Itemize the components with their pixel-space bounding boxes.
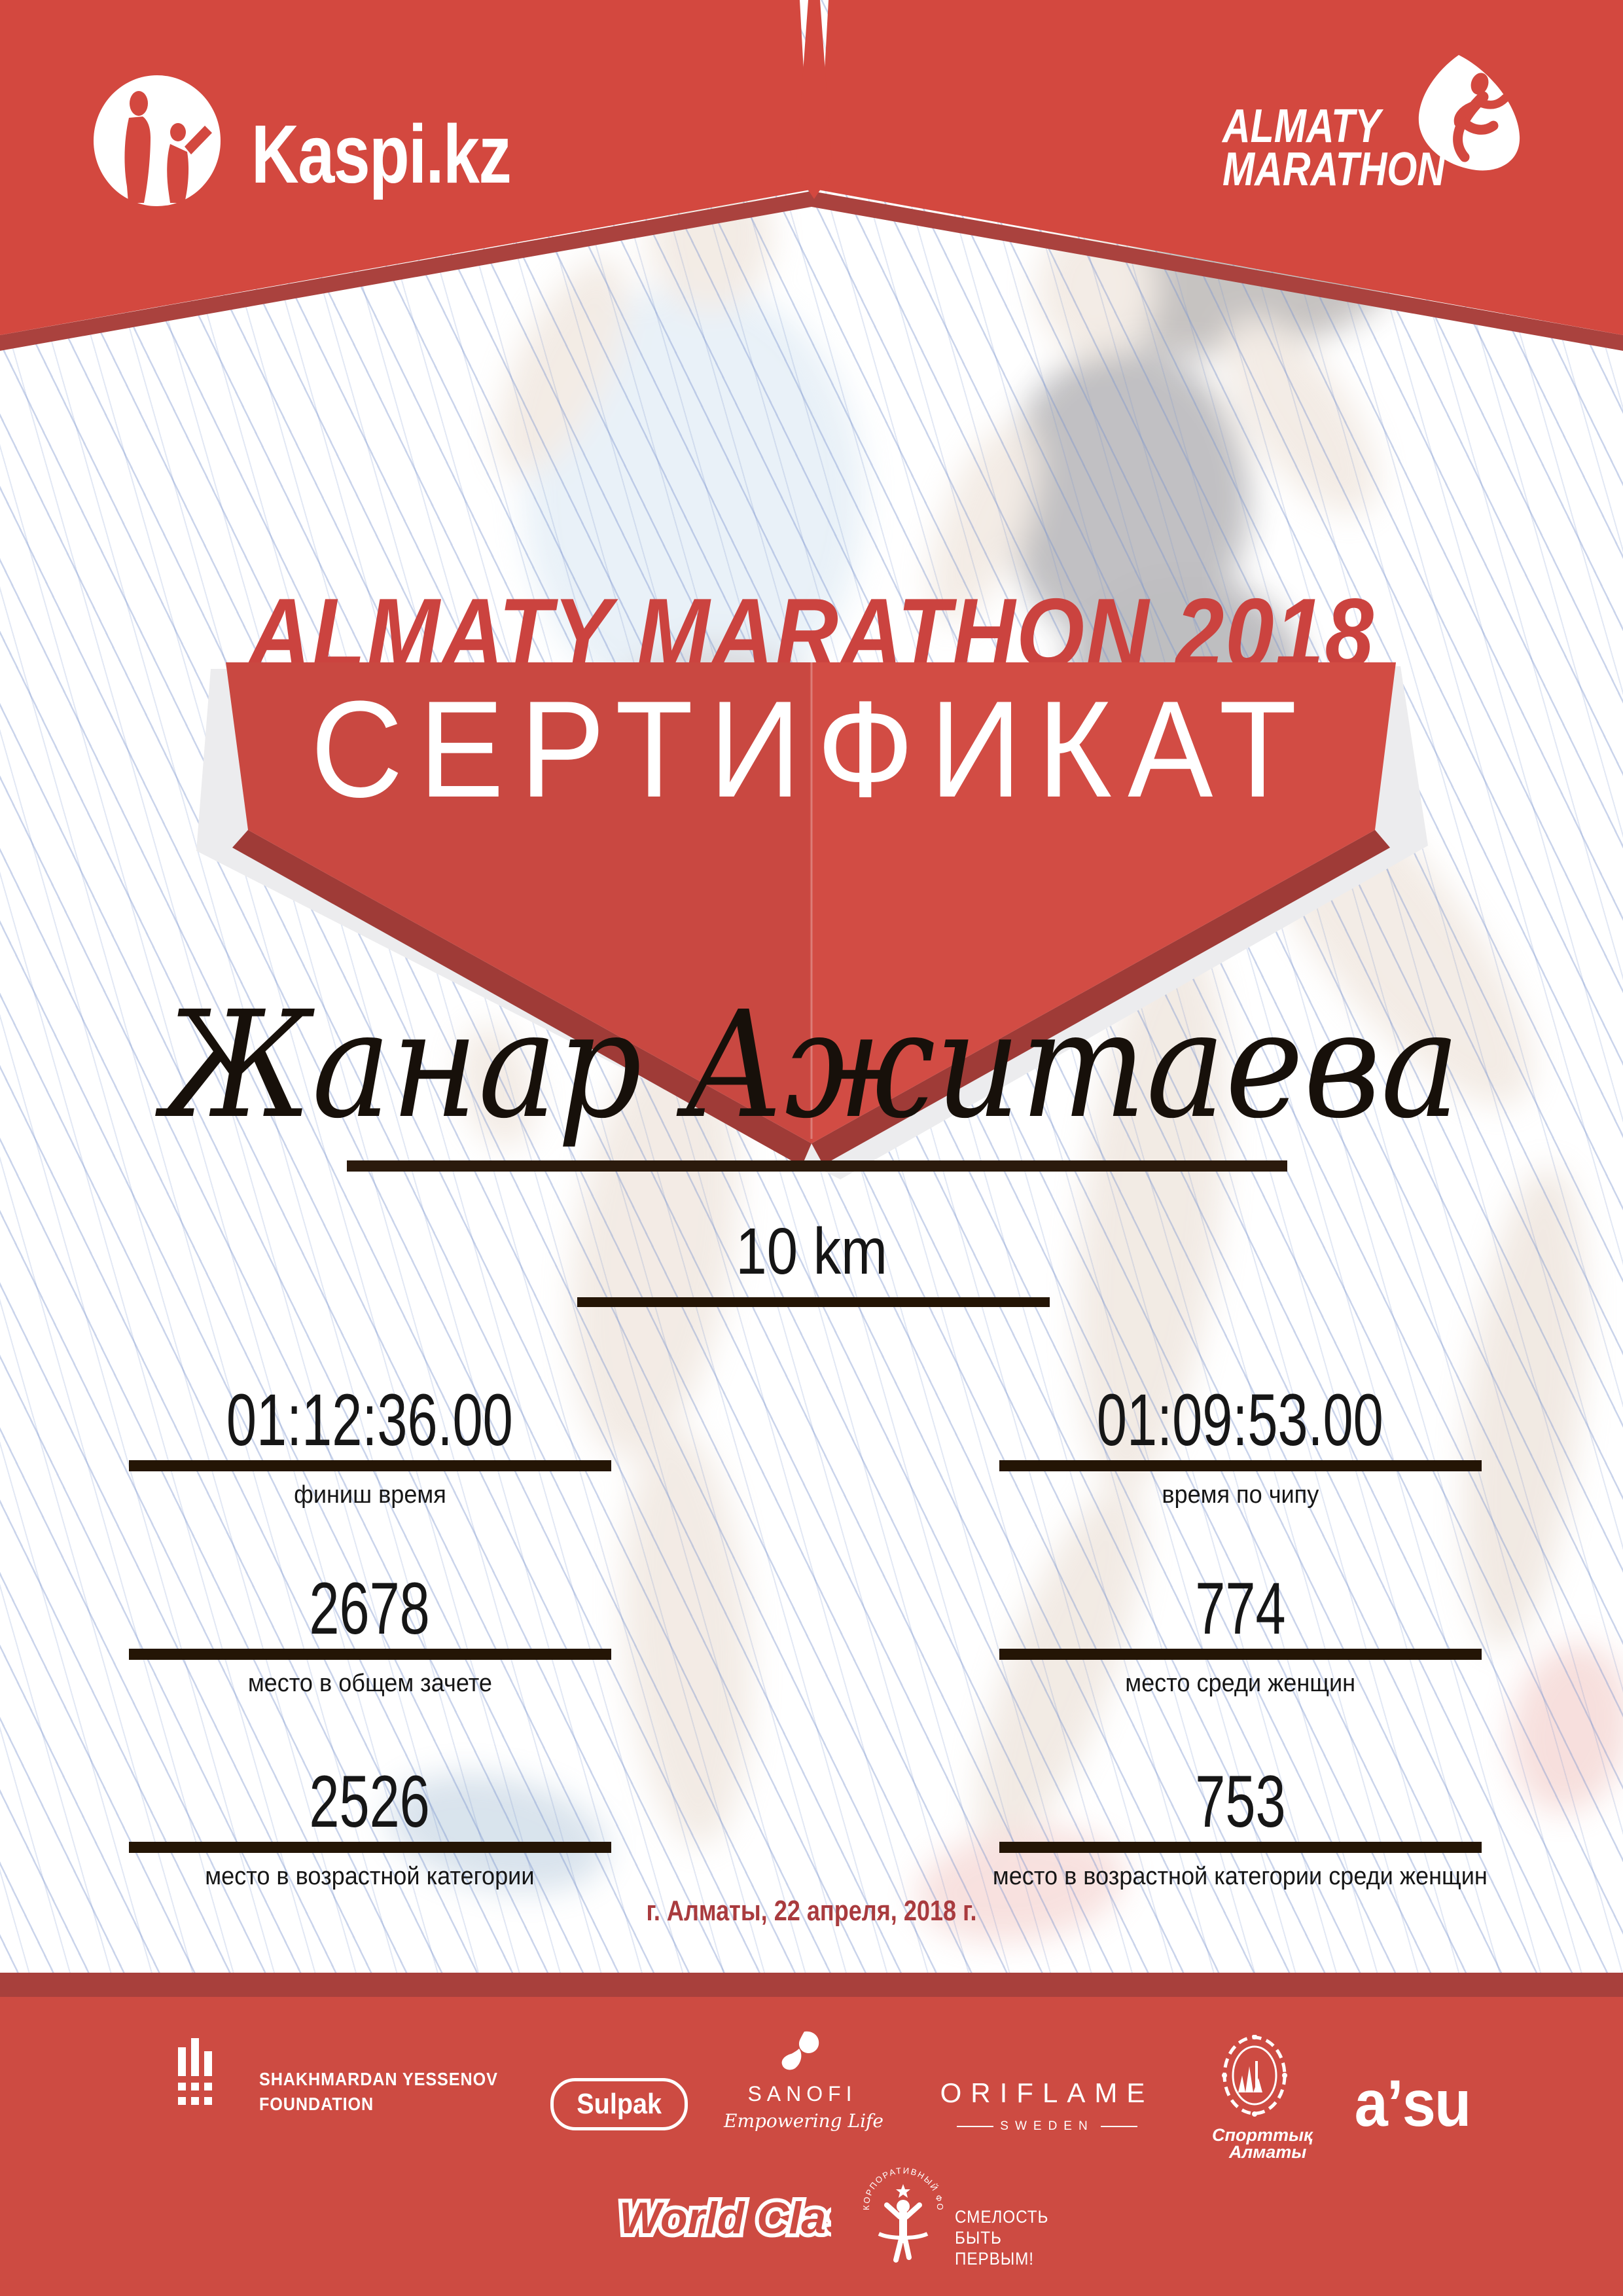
sponsor-corporate-fund: КОРПОРАТИВНЫЙ ФОНД СМЕЛОСТЬ БЫТЬ ПЕРВЫМ! bbox=[861, 2166, 1059, 2270]
svg-text:World Class: World Class bbox=[619, 2193, 831, 2243]
distance-underline bbox=[577, 1297, 1050, 1307]
sport-almaty-text: Спорттық Алматы bbox=[1212, 2125, 1313, 2162]
chip-time-value: 01:09:53.00 bbox=[1097, 1379, 1383, 1461]
sponsor-asu: aʼsu bbox=[1354, 2067, 1472, 2140]
stat-rule bbox=[999, 1842, 1482, 1853]
yessenov-foundation-icon bbox=[178, 2038, 212, 2105]
city-date-line: г. Алматы, 22 апреля, 2018 г. bbox=[646, 1895, 977, 1927]
stat-rule bbox=[999, 1649, 1482, 1660]
stat-rule bbox=[128, 1842, 611, 1853]
stat-overall-place: 2678 место в общем зачете bbox=[69, 1568, 671, 1698]
sponsor-yessenov-foundation: SHAKHMARDAN YESSENOV FOUNDATION bbox=[175, 2038, 524, 2119]
almaty-marathon-line2: MARATHON bbox=[1222, 143, 1445, 196]
chip-time-label: время по чипу bbox=[1162, 1481, 1319, 1509]
corporate-fund-icon: КОРПОРАТИВНЫЙ ФОНД bbox=[861, 2166, 944, 2263]
sponsor-oriflame: ORIFLAME SWEDEN bbox=[929, 2077, 1165, 2134]
corporate-fund-slogan: СМЕЛОСТЬ БЫТЬ ПЕРВЫМ! bbox=[955, 2207, 1049, 2269]
stat-age-women-place: 753 место в возрастной категории среди ж… bbox=[939, 1761, 1541, 1891]
age-women-place-label: место в возрастной категории среди женщи… bbox=[993, 1863, 1488, 1890]
sanofi-tagline: Empowering Life bbox=[724, 2110, 883, 2132]
certificate-banner-shape bbox=[196, 662, 1428, 1179]
stat-age-place: 2526 место в возрастной категории bbox=[69, 1761, 671, 1891]
oriflame-rule-left bbox=[957, 2126, 994, 2127]
sponsors-footer: SHAKHMARDAN YESSENOV FOUNDATION Sulpak S… bbox=[0, 1973, 1623, 2296]
stat-chip-time: 01:09:53.00 время по чипу bbox=[939, 1380, 1541, 1509]
age-place-label: место в возрастной категории bbox=[205, 1863, 535, 1890]
almaty-marathon-logo-icon bbox=[1418, 55, 1520, 171]
sponsor-sanofi: SANOFI Empowering Life bbox=[724, 2030, 883, 2132]
finish-time-value: 01:12:36.00 bbox=[226, 1379, 513, 1461]
sport-almaty-crest-icon bbox=[1222, 2034, 1287, 2117]
almaty-marathon-wordmark: ALMATY MARATHON bbox=[1222, 100, 1494, 196]
distance-value: 10 km bbox=[736, 1215, 887, 1288]
kaspi-logo: Kaspi.kz bbox=[92, 72, 575, 209]
almaty-marathon-line1: ALMATY bbox=[1222, 100, 1381, 152]
world-class-logo: World Class bbox=[615, 2189, 880, 2247]
age-women-place-value: 753 bbox=[1194, 1761, 1286, 1842]
stat-finish-time: 01:12:36.00 финиш время bbox=[69, 1380, 671, 1509]
kaspi-wordmark: Kaspi.kz bbox=[251, 107, 512, 200]
stat-rule bbox=[128, 1460, 611, 1471]
sanofi-bird-icon bbox=[781, 2031, 819, 2070]
women-place-label: место среди женщин bbox=[1125, 1670, 1355, 1697]
sponsor-sulpak: Sulpak bbox=[550, 2078, 688, 2130]
stat-rule bbox=[128, 1649, 611, 1660]
certificate-label: СЕРТИФИКАТ bbox=[310, 672, 1313, 826]
sponsor-sport-almaty: Спорттық Алматы bbox=[1212, 2034, 1313, 2162]
finish-time-label: финиш время bbox=[293, 1481, 446, 1509]
top-band-shape bbox=[0, 0, 1623, 351]
women-place-value: 774 bbox=[1194, 1568, 1286, 1649]
stat-women-place: 774 место среди женщин bbox=[939, 1568, 1541, 1698]
name-underline bbox=[347, 1160, 1287, 1172]
footer-top-strip bbox=[0, 1973, 1623, 1997]
overall-place-label: место в общем зачете bbox=[247, 1670, 492, 1697]
oriflame-wordmark: ORIFLAME bbox=[940, 2077, 1154, 2108]
recipient-name: Жанар Ажитаева bbox=[163, 980, 1460, 1151]
overall-place-value: 2678 bbox=[309, 1568, 431, 1649]
sanofi-wordmark: SANOFI bbox=[747, 2082, 857, 2106]
sponsor-world-class: World Class bbox=[615, 2182, 880, 2257]
oriflame-rule-right bbox=[1100, 2126, 1137, 2127]
yessenov-foundation-text: SHAKHMARDAN YESSENOV FOUNDATION bbox=[259, 2069, 498, 2114]
oriflame-subtitle: SWEDEN bbox=[1000, 2119, 1094, 2133]
age-place-value: 2526 bbox=[309, 1761, 431, 1842]
kaspi-logo-icon bbox=[94, 75, 221, 206]
stat-rule bbox=[999, 1460, 1482, 1471]
